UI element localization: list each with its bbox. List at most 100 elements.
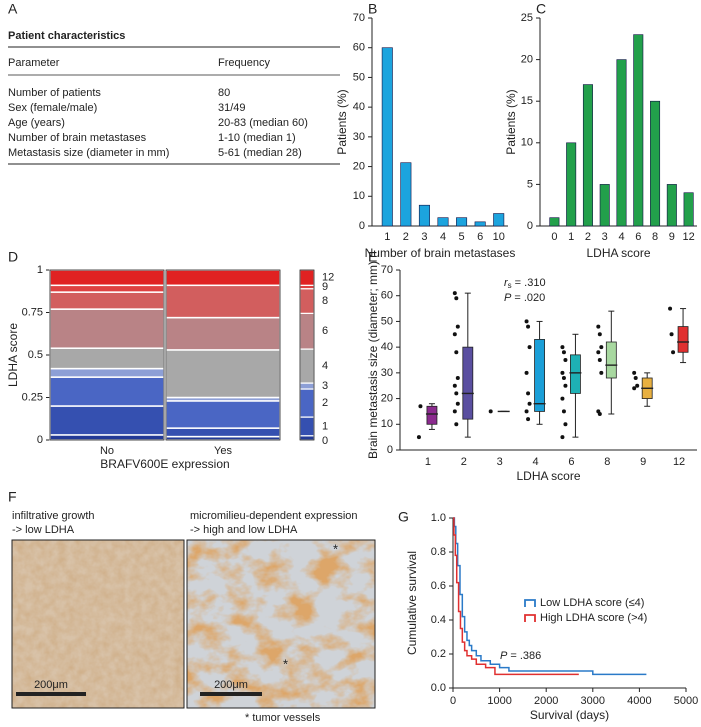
x-axis-label: LDHA score bbox=[586, 246, 650, 260]
panel-letter: D bbox=[8, 249, 18, 265]
y-tick-label: 5 bbox=[527, 178, 533, 190]
data-point bbox=[563, 383, 568, 388]
y-tick-label: 60 bbox=[381, 290, 393, 302]
data-point bbox=[597, 412, 602, 416]
y-tick-label: 0.8 bbox=[431, 546, 446, 558]
data-point bbox=[526, 417, 531, 422]
panel-letter: B bbox=[368, 1, 377, 17]
legend-label: 8 bbox=[322, 295, 328, 307]
data-point bbox=[454, 350, 459, 355]
table-body: Number of patients 80 Sex (female/male) 31/… bbox=[8, 87, 308, 159]
y-tick-label: 60 bbox=[353, 42, 365, 54]
x-tick-label: 9 bbox=[640, 456, 646, 468]
frame bbox=[11, 539, 185, 709]
data-point bbox=[671, 350, 676, 355]
x-tick-label: 3000 bbox=[581, 695, 605, 707]
mosaic-cell bbox=[49, 434, 165, 441]
x-tick-label: 6 bbox=[635, 231, 641, 243]
box bbox=[462, 346, 474, 420]
legend-label: High LDHA score (>4) bbox=[540, 612, 647, 624]
table-title: Patient characteristics bbox=[8, 30, 125, 42]
bar bbox=[666, 184, 677, 227]
stat-subscript: s bbox=[508, 281, 512, 290]
table-cell: Sex (female/male) bbox=[8, 102, 97, 114]
y-tick-label: 0.4 bbox=[431, 614, 446, 626]
stat-symbol: P bbox=[500, 650, 508, 662]
data-point bbox=[454, 391, 459, 396]
y-tick-label: 50 bbox=[381, 315, 393, 327]
legend-label: 4 bbox=[322, 360, 328, 372]
data-point bbox=[599, 370, 604, 375]
y-tick-label: 20 bbox=[521, 54, 533, 66]
annotation: P = .020 bbox=[504, 292, 545, 304]
vessel-marker: * bbox=[283, 656, 288, 671]
mosaic-cell bbox=[49, 308, 165, 349]
data-point bbox=[416, 435, 421, 440]
data-point bbox=[526, 391, 531, 396]
y-tick-label: 15 bbox=[521, 95, 533, 107]
box bbox=[426, 405, 438, 425]
x-tick-label: 4 bbox=[533, 456, 539, 468]
x-axis-label: BRAFV600E expression bbox=[100, 457, 229, 471]
table-header: Parameter bbox=[8, 57, 60, 69]
y-axis-label: Patients (%) bbox=[335, 89, 349, 154]
table-cell: 5-61 (median 28) bbox=[218, 147, 302, 159]
x-tick-label: 6 bbox=[477, 231, 483, 243]
marginal-cell bbox=[299, 348, 315, 384]
mosaic-frame bbox=[165, 269, 281, 441]
data-point bbox=[596, 324, 601, 329]
data-point bbox=[561, 350, 566, 355]
data-point bbox=[560, 396, 565, 401]
mosaic-cell bbox=[49, 347, 165, 370]
legend-label: Low LDHA score (≤4) bbox=[540, 597, 644, 609]
marginal-cell bbox=[299, 288, 315, 314]
mosaic-cell bbox=[165, 349, 281, 399]
legend-swatch bbox=[524, 599, 536, 607]
bar bbox=[683, 192, 694, 227]
bar bbox=[582, 84, 593, 227]
x-tick-label: 1 bbox=[568, 231, 574, 243]
y-tick-label: 0.0 bbox=[431, 682, 446, 694]
data-point bbox=[563, 358, 568, 362]
y-tick-label: 0 bbox=[359, 220, 365, 232]
table-cell: Number of brain metastases bbox=[8, 132, 147, 144]
data-point bbox=[524, 409, 529, 414]
bar bbox=[599, 184, 610, 227]
data-point bbox=[452, 383, 457, 388]
annotation: P = .386 bbox=[500, 650, 541, 662]
data-point bbox=[635, 383, 640, 388]
stat-text: = .386 bbox=[510, 650, 541, 662]
y-tick-label: 0 bbox=[37, 434, 43, 446]
x-tick-label: 3 bbox=[497, 456, 503, 468]
x-tick-label: 9 bbox=[669, 231, 675, 243]
panel-letter: C bbox=[536, 1, 546, 17]
legend-label: 3 bbox=[322, 380, 328, 392]
micrograph-texture bbox=[12, 540, 184, 708]
data-point bbox=[597, 332, 602, 337]
scale-label: 200μm bbox=[214, 679, 248, 691]
x-tick-label: 10 bbox=[493, 231, 505, 243]
table-cell: Age (years) bbox=[8, 117, 65, 129]
footnote: * tumor vessels bbox=[245, 712, 321, 724]
marginal-cell bbox=[299, 416, 315, 437]
bar bbox=[437, 217, 449, 227]
x-tick-label: Yes bbox=[214, 445, 232, 457]
scale-label: 200μm bbox=[34, 679, 68, 691]
data-point bbox=[597, 358, 602, 362]
marginal-cell bbox=[299, 382, 315, 390]
data-point bbox=[418, 404, 423, 409]
bar bbox=[650, 100, 661, 227]
stat-symbol: P bbox=[504, 292, 512, 304]
bar bbox=[418, 204, 430, 227]
panel-a: A Patient characteristics Parameter Freq… bbox=[8, 1, 340, 165]
data-point bbox=[455, 324, 460, 329]
y-tick-label: 10 bbox=[353, 190, 365, 202]
x-tick-label: No bbox=[100, 445, 114, 457]
data-point bbox=[560, 345, 565, 350]
caption: -> low LDHA bbox=[12, 524, 75, 536]
data-point bbox=[454, 422, 459, 427]
y-tick-label: 20 bbox=[381, 392, 393, 404]
data-point bbox=[632, 370, 637, 375]
data-point bbox=[452, 409, 457, 414]
bar bbox=[566, 142, 577, 227]
